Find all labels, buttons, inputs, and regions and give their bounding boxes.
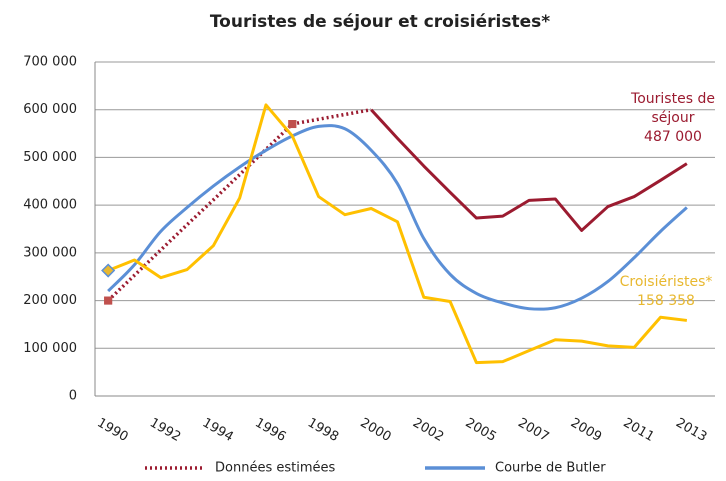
legend-label: Données estimées [215, 461, 335, 476]
x-tick-label: 2013 [673, 416, 709, 446]
x-tick-label: 1992 [147, 416, 183, 446]
x-tick-label: 2011 [620, 416, 656, 446]
y-tick-label: 300 000 [23, 245, 77, 260]
series-annotation: Touristes de séjour 487 000 [618, 90, 726, 147]
y-tick-label: 600 000 [23, 102, 77, 117]
y-tick-label: 100 000 [23, 341, 77, 356]
x-tick-label: 2002 [410, 416, 446, 446]
series-line [107, 124, 688, 311]
y-tick-label: 400 000 [23, 198, 77, 213]
series-name: Croisiéristes* [619, 274, 713, 290]
y-tick-label: 500 000 [23, 150, 77, 165]
value-label: 487 000 [644, 129, 702, 145]
series-name: Touristes de séjour [631, 91, 715, 126]
series-line [370, 108, 688, 232]
y-tick-label: 0 [69, 389, 77, 404]
value-label: 158 358 [637, 293, 695, 309]
chart-title: Touristes de séjour et croisiéristes* [210, 12, 550, 32]
x-tick-label: 1994 [200, 416, 236, 446]
point-marker [104, 296, 113, 305]
y-tick-label: 200 000 [23, 293, 77, 308]
x-tick-label: 1990 [94, 416, 130, 446]
point-marker [288, 120, 297, 129]
x-tick-label: 2009 [568, 416, 604, 446]
x-tick-label: 1996 [252, 416, 288, 446]
x-tick-label: 1998 [305, 416, 341, 446]
y-tick-label: 700 000 [23, 55, 77, 70]
legend-label: Courbe de Butler [495, 461, 606, 476]
series-line [107, 103, 688, 365]
series-line [106, 107, 372, 302]
x-tick-label: 2005 [463, 416, 499, 446]
x-tick-label: 2007 [515, 416, 551, 446]
x-tick-label: 2000 [357, 416, 393, 446]
point-marker [101, 263, 116, 278]
series-annotation: Croisiéristes* 158 358 [608, 273, 724, 311]
